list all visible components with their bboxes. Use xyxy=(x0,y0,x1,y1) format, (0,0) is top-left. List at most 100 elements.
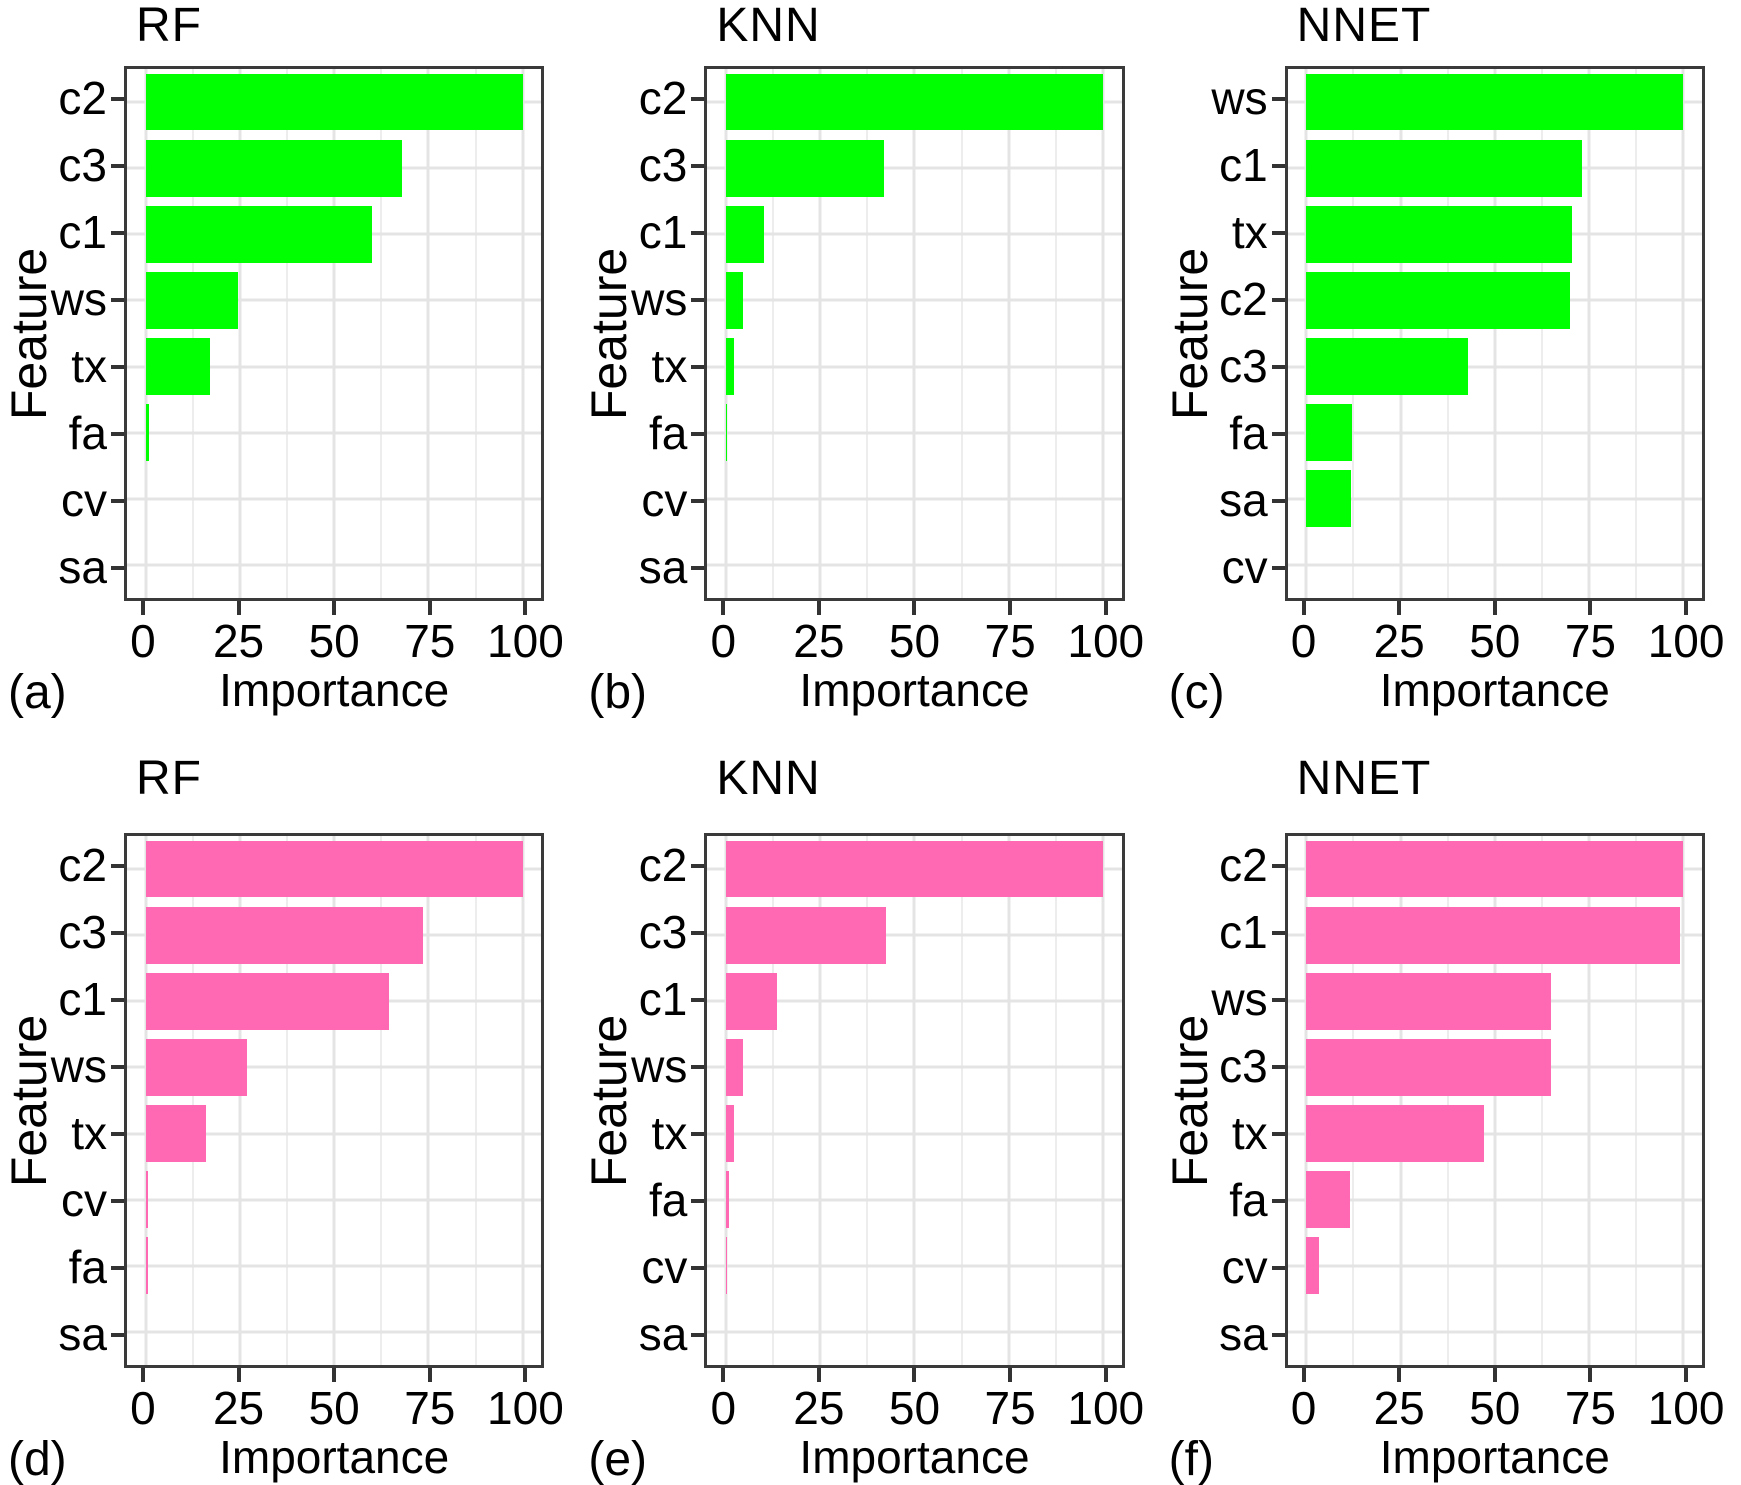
gridline-vertical-major xyxy=(1007,69,1011,598)
gridline-vertical-major xyxy=(238,836,242,1365)
x-tick-label: 100 xyxy=(1067,1382,1145,1434)
gridline-horizontal-major xyxy=(127,1065,542,1069)
panel-letter: (f) xyxy=(1168,1433,1214,1485)
plot-area-wrapper: Feature ws c1 tx c2 c3 fa sa cv xyxy=(1161,66,1741,601)
gridline-vertical-minor xyxy=(1352,836,1355,1365)
x-tick-label: 100 xyxy=(487,1382,564,1434)
y-tick-label: cv xyxy=(1221,540,1268,593)
x-axis-tick-mark xyxy=(140,1368,145,1382)
x-tick-label: 75 xyxy=(984,1382,1036,1434)
gridline-vertical-major xyxy=(1587,69,1591,598)
y-tick-label: ws xyxy=(50,272,107,325)
gridline-horizontal-major xyxy=(127,1132,542,1136)
gridline-vertical-minor xyxy=(1054,836,1057,1365)
x-axis-title-row: (c) Importance xyxy=(1161,663,1741,721)
subplot-a: RF Feature c2 c3 c1 ws tx fa cv sa 0 25 50 75 100 (… xyxy=(0,0,580,725)
plot-panel xyxy=(124,66,545,601)
y-axis-tick-mark xyxy=(691,231,705,236)
gridline-vertical-minor xyxy=(1635,69,1638,598)
gridline-horizontal-major xyxy=(1287,431,1702,435)
plot-panel xyxy=(704,833,1125,1368)
x-axis-tick-mark xyxy=(1588,1368,1593,1382)
x-tick-label: 0 xyxy=(1290,1382,1317,1434)
y-tick-label: cv xyxy=(61,1173,107,1226)
importance-bar xyxy=(1306,139,1582,197)
y-tick-label: c2 xyxy=(638,839,688,892)
gridline-horizontal-major xyxy=(707,1330,1122,1334)
importance-bar xyxy=(725,1039,743,1096)
x-tick-label: 100 xyxy=(1067,615,1145,667)
x-tick-label: 0 xyxy=(710,1382,737,1434)
gridline-vertical-minor xyxy=(1352,69,1355,598)
y-axis-tick-mark xyxy=(1271,1065,1285,1070)
gridline-vertical-major xyxy=(1681,69,1685,598)
x-axis-tick-mark xyxy=(332,601,337,615)
x-tick-label: 100 xyxy=(1647,615,1725,667)
y-tick-label: c3 xyxy=(1219,339,1268,392)
y-axis-title: Feature xyxy=(0,833,58,1368)
y-axis-tick-mark xyxy=(691,97,705,102)
gridline-vertical-major xyxy=(912,836,916,1365)
x-axis-title: Importance xyxy=(799,664,1030,716)
y-tick-label: c2 xyxy=(1219,272,1268,325)
gridline-vertical-major xyxy=(1493,69,1497,598)
plot-area-wrapper: Feature c2 c3 c1 ws tx fa cv sa xyxy=(580,66,1160,601)
panel-letter: (e) xyxy=(588,1433,647,1485)
importance-bar xyxy=(145,139,403,197)
x-tick-label: 25 xyxy=(212,615,265,667)
y-tick-label: fa xyxy=(648,1173,688,1226)
y-axis-tick-mark xyxy=(111,97,124,102)
y-axis-title-text: Feature xyxy=(1,247,58,420)
x-tick-label: 100 xyxy=(1647,1382,1725,1434)
y-tick-label: c2 xyxy=(58,839,107,892)
y-axis-tick-mark xyxy=(111,164,124,169)
y-tick-label: fa xyxy=(1229,406,1268,459)
y-axis-title: Feature xyxy=(580,66,638,601)
x-axis-title-row: (a) Importance xyxy=(0,663,580,721)
x-axis-tick-mark xyxy=(1588,601,1593,615)
gridline-vertical-major xyxy=(144,836,148,1365)
y-tick-label: sa xyxy=(58,540,107,593)
y-axis-tick-labels: c2 c3 c1 ws tx fa cv sa xyxy=(631,833,705,1368)
y-tick-label: tx xyxy=(71,339,107,392)
gridline-vertical-major xyxy=(426,836,430,1365)
gridline-vertical-minor xyxy=(474,836,477,1365)
chart-title: RF xyxy=(136,752,202,805)
gridline-horizontal-major xyxy=(127,1198,542,1202)
y-tick-label: cv xyxy=(61,473,107,526)
gridline-vertical-minor xyxy=(380,836,383,1365)
y-tick-label: c1 xyxy=(58,973,107,1026)
gridline-vertical-minor xyxy=(1540,836,1543,1365)
x-axis-tick-strip: 0 25 50 75 100 xyxy=(1285,1368,1724,1434)
y-axis-tick-mark xyxy=(691,431,705,436)
gridline-vertical-major xyxy=(1101,69,1105,598)
y-tick-label: tx xyxy=(71,1106,107,1159)
y-axis-tick-mark xyxy=(691,298,705,303)
importance-bar xyxy=(725,1237,728,1295)
y-axis-tick-mark xyxy=(1271,364,1285,369)
gridline-horizontal-major xyxy=(127,365,542,369)
gridline-horizontal-major xyxy=(1287,497,1702,501)
x-tick-label: 75 xyxy=(984,615,1036,667)
x-axis-tick-mark xyxy=(1684,601,1689,615)
subplot-b: KNN Feature c2 c3 c1 ws tx fa cv sa 0 25 50 75 100 … xyxy=(580,0,1160,725)
x-axis: 0 25 50 75 100 xyxy=(0,1368,580,1434)
chart-title: RF xyxy=(136,0,202,52)
gridline-horizontal-major xyxy=(127,497,542,501)
x-tick-label: 0 xyxy=(130,615,156,667)
panel-letter: (d) xyxy=(8,1433,67,1485)
x-tick-label: 100 xyxy=(487,615,564,667)
gridline-horizontal-major xyxy=(707,999,1122,1003)
x-axis-tick-mark xyxy=(1103,601,1108,615)
x-axis-tick-mark xyxy=(236,1368,241,1382)
x-tick-label: 75 xyxy=(1564,1382,1617,1434)
importance-bar xyxy=(1306,1039,1552,1096)
y-axis-tick-mark xyxy=(111,364,124,369)
importance-bar xyxy=(725,840,1103,898)
chart-title: KNN xyxy=(716,752,821,805)
gridline-vertical-major xyxy=(332,836,336,1365)
y-axis-tick-mark xyxy=(691,998,705,1003)
y-tick-label: ws xyxy=(631,272,688,325)
y-axis-title: Feature xyxy=(1161,833,1219,1368)
